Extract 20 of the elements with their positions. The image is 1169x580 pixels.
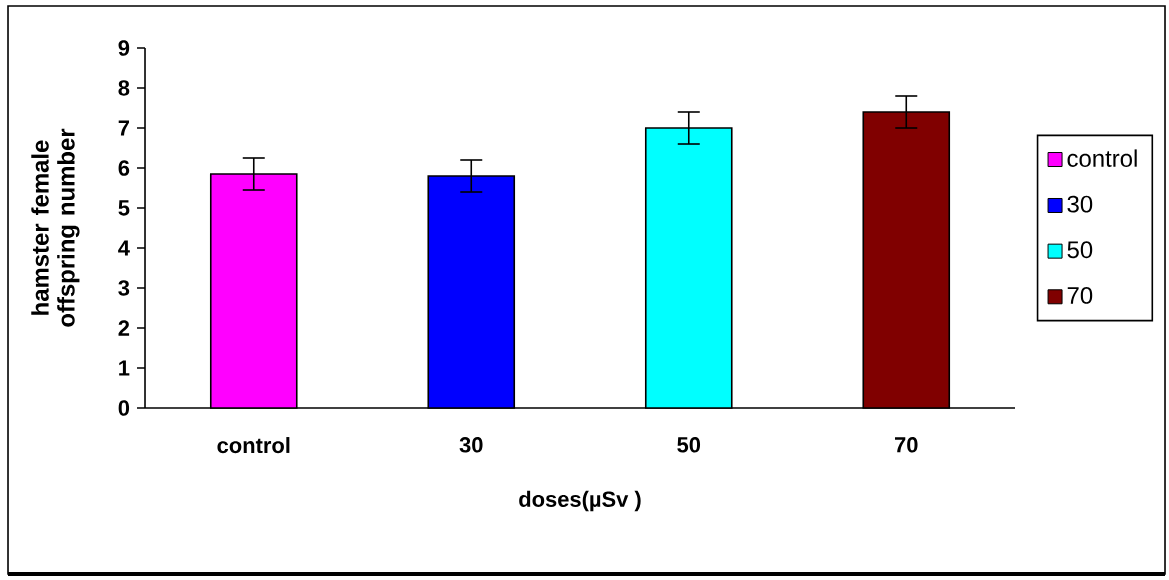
legend-label: 30 [1067, 195, 1093, 213]
y-tick-label: 8 [118, 80, 130, 96]
y-tick-label: 3 [118, 280, 130, 296]
legend-label: 70 [1067, 286, 1093, 304]
y-tick-label: 1 [119, 360, 130, 376]
x-tick-label: 50 [677, 437, 701, 453]
y-axis-title: hamster female offspring number [31, 128, 80, 327]
x-tick-label: 30 [459, 437, 483, 453]
y-tick-label: 4 [118, 240, 130, 256]
y-tick-label: 6 [118, 160, 130, 176]
y-tick-label: 7 [118, 120, 129, 136]
y-tick-label: 5 [118, 200, 130, 216]
y-tick-label: 9 [118, 40, 130, 56]
y-tick-label: 2 [118, 320, 130, 336]
x-tick-label: 70 [895, 437, 918, 453]
x-axis-title: doses(µSv ) [519, 490, 641, 512]
x-tick-label: control [217, 437, 290, 454]
legend-label: 50 [1067, 241, 1093, 259]
y-tick-label: 0 [118, 400, 130, 416]
legend-label: control [1067, 149, 1137, 167]
